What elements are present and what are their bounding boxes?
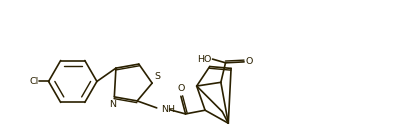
Text: O: O: [246, 57, 253, 66]
Text: NH: NH: [161, 105, 176, 114]
Text: HO: HO: [197, 55, 212, 64]
Text: N: N: [110, 100, 117, 109]
Text: Cl: Cl: [29, 77, 38, 86]
Text: O: O: [177, 84, 185, 93]
Text: S: S: [154, 72, 160, 81]
